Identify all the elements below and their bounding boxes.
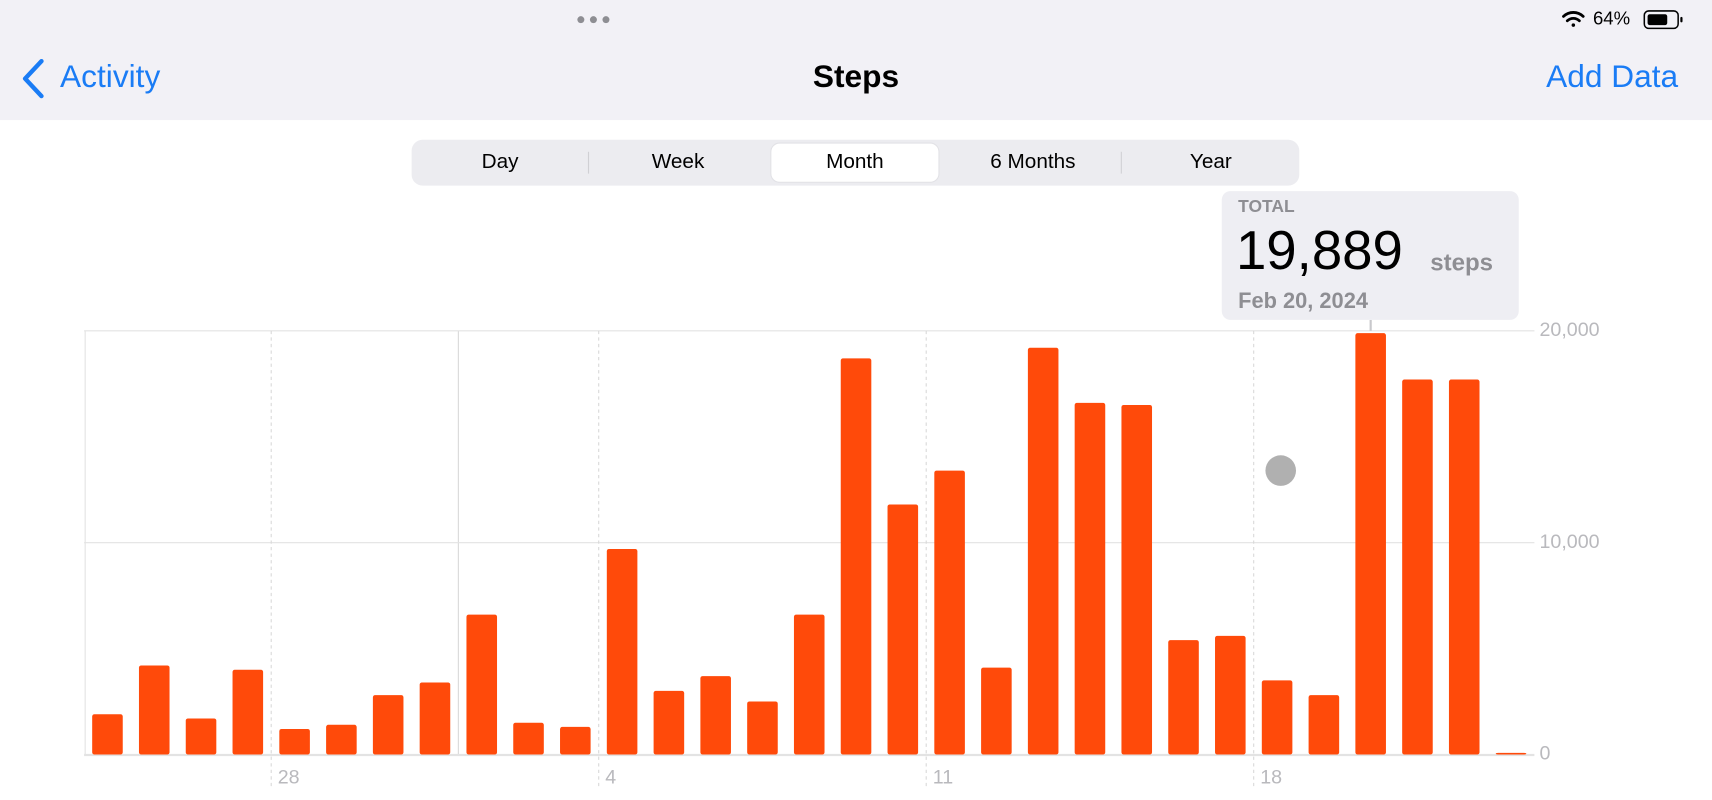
bar bbox=[1074, 402, 1106, 755]
back-chevron[interactable] bbox=[22, 58, 44, 99]
bar bbox=[466, 614, 498, 755]
add-data-button[interactable]: Add Data bbox=[1546, 58, 1678, 94]
touch-indicator bbox=[1265, 455, 1297, 486]
tooltip-value: 19,889 bbox=[1236, 220, 1403, 281]
bar bbox=[981, 667, 1012, 755]
bar bbox=[700, 676, 731, 755]
y-tick-label: 0 bbox=[1539, 743, 1550, 765]
bar bbox=[513, 722, 544, 755]
bar bbox=[1121, 404, 1153, 755]
bar bbox=[92, 714, 123, 755]
segment-label[interactable]: Year bbox=[1190, 150, 1232, 173]
bar bbox=[606, 549, 638, 755]
bar bbox=[419, 682, 451, 755]
x-tick-label: 11 bbox=[933, 767, 953, 789]
bar bbox=[1402, 379, 1433, 755]
bar bbox=[1215, 635, 1246, 755]
bar bbox=[934, 470, 965, 755]
y-tick-label: 20,000 bbox=[1539, 319, 1599, 341]
bar bbox=[326, 724, 357, 755]
bar bbox=[1495, 752, 1527, 755]
x-tick-label: 18 bbox=[1260, 767, 1282, 789]
segment-label[interactable]: Week bbox=[652, 150, 705, 173]
bar bbox=[279, 729, 310, 755]
bar bbox=[793, 614, 825, 755]
x-tick-label: 4 bbox=[605, 767, 616, 789]
x-tick-label: 28 bbox=[278, 767, 300, 789]
bar bbox=[560, 726, 591, 755]
bar bbox=[232, 669, 264, 755]
bar bbox=[1261, 680, 1293, 755]
multitask-dots bbox=[577, 16, 610, 24]
battery-icon bbox=[1643, 10, 1683, 30]
battery-percent: 64% bbox=[1593, 8, 1630, 29]
bar bbox=[747, 701, 778, 755]
bar bbox=[887, 504, 919, 755]
nav-title: Steps bbox=[813, 58, 899, 94]
tooltip bbox=[1221, 191, 1519, 320]
segment-selected bbox=[770, 142, 940, 183]
y-tick-label: 10,000 bbox=[1539, 531, 1599, 553]
header-background bbox=[0, 0, 1712, 121]
bar bbox=[372, 695, 404, 755]
tooltip-date: Feb 20, 2024 bbox=[1238, 288, 1369, 313]
segment-label[interactable]: Month bbox=[826, 150, 884, 173]
wifi-icon bbox=[1562, 11, 1585, 27]
bar bbox=[138, 665, 170, 755]
tooltip-title: TOTAL bbox=[1238, 196, 1295, 216]
bar bbox=[1308, 695, 1340, 755]
bar bbox=[840, 358, 872, 755]
bar bbox=[1027, 347, 1059, 755]
tooltip-unit: steps bbox=[1430, 250, 1493, 277]
back-button[interactable]: Activity bbox=[60, 58, 160, 94]
bar bbox=[1448, 379, 1480, 755]
segments: Day Week Month 6 Months Year bbox=[482, 150, 1232, 173]
segment-label[interactable]: 6 Months bbox=[990, 150, 1075, 173]
bar bbox=[1355, 333, 1386, 755]
segment-label[interactable]: Day bbox=[482, 150, 520, 173]
chart: 0 10,000 20,000 28 4 11 18 bbox=[84, 319, 1600, 789]
bar bbox=[185, 718, 217, 755]
bar bbox=[1168, 640, 1199, 755]
bar bbox=[653, 690, 685, 755]
